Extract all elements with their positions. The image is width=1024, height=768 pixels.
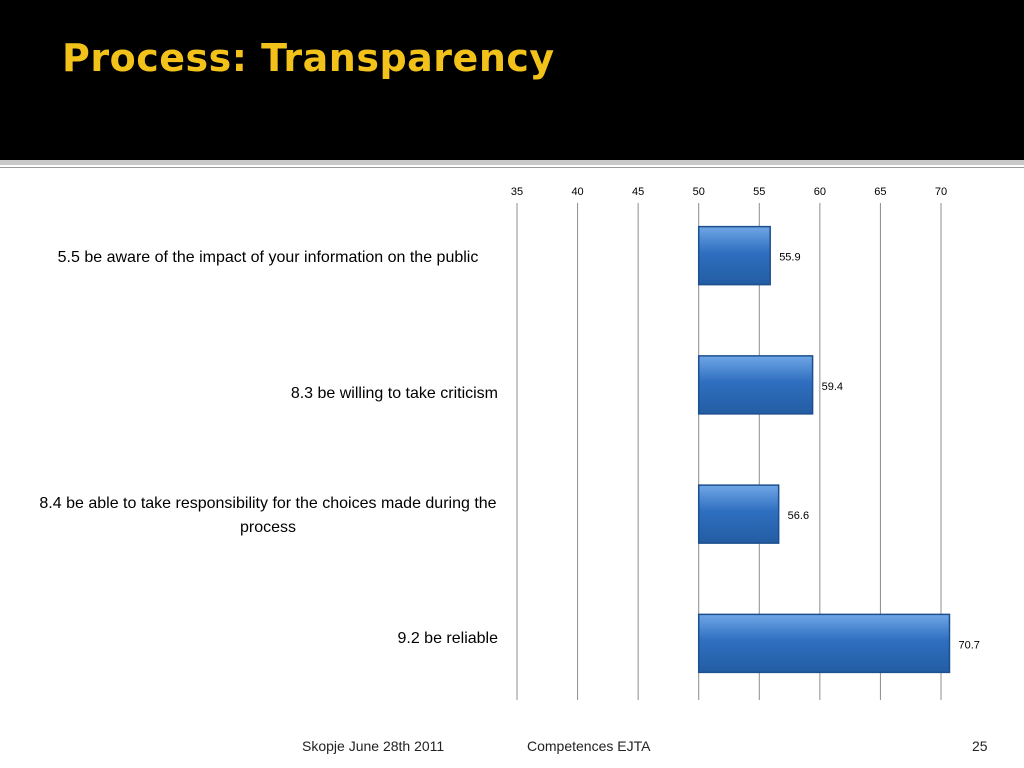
x-tick-label: 55 — [753, 186, 765, 198]
header-divider — [0, 160, 1024, 165]
data-label-2: 59.4 — [822, 381, 843, 393]
header-divider-thin — [0, 167, 1024, 168]
category-label-4: 9.2 be reliable — [397, 630, 498, 647]
category-label-2: 8.3 be willing to take criticism — [290, 385, 498, 402]
footer-center: Competences EJTA — [527, 738, 651, 754]
slide-title: Process: Transparency — [62, 36, 555, 80]
data-label-4: 70.7 — [958, 639, 979, 651]
x-tick-label: 45 — [632, 186, 644, 198]
x-tick-label: 60 — [814, 186, 826, 198]
bar-2 — [697, 355, 814, 415]
category-label-1: 5.5 be aware of the impact of your infor… — [57, 249, 479, 266]
bar-1 — [697, 225, 771, 286]
x-tick-label: 65 — [874, 186, 886, 198]
data-label-1: 55.9 — [779, 252, 800, 264]
bar-4 — [697, 613, 951, 674]
footer-left: Skopje June 28th 2011 — [302, 738, 445, 754]
bar-3 — [697, 484, 780, 544]
header-band: Process: Transparency — [0, 0, 1024, 160]
x-tick-label: 70 — [935, 186, 947, 198]
x-tick-label: 50 — [693, 186, 705, 198]
page-number: 25 — [972, 738, 988, 754]
category-label-3: 8.4 be able to take responsibility for t… — [39, 495, 497, 536]
x-tick-label: 40 — [571, 186, 583, 198]
data-label-3: 56.6 — [788, 510, 809, 522]
x-tick-label: 35 — [511, 186, 523, 198]
